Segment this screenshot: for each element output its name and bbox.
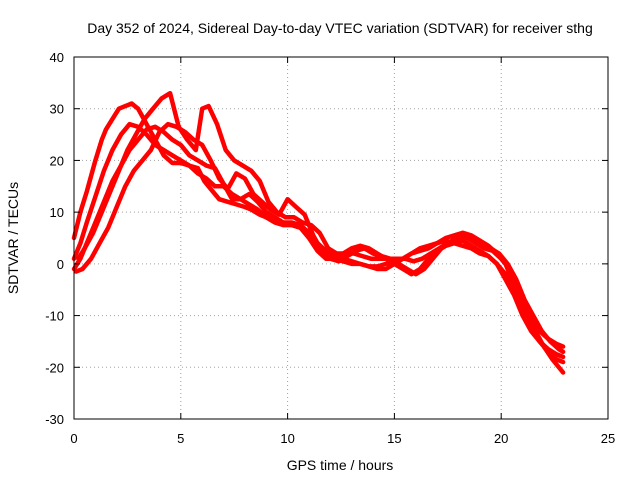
- x-tick-label: 0: [70, 431, 77, 446]
- x-tick-label: 10: [280, 431, 294, 446]
- y-axis-label: SDTVAR / TECUs: [5, 182, 21, 294]
- series-line-5: [76, 90, 566, 355]
- y-tick-label: 20: [50, 153, 64, 168]
- y-tick-label: -30: [45, 412, 64, 427]
- series-line-4: [73, 121, 566, 375]
- x-tick-label: 25: [601, 431, 615, 446]
- x-tick-label: 15: [387, 431, 401, 446]
- grid: [74, 57, 608, 419]
- plot-frame: [73, 56, 609, 420]
- series-line-3: [71, 124, 566, 365]
- y-tick-label: -10: [45, 309, 64, 324]
- ticks: 0 5 10 15 20 25 -30 -20 -10 0 10 20 30 40: [45, 50, 615, 446]
- x-axis-label: GPS time / hours: [287, 457, 394, 473]
- y-tick-label: 40: [50, 50, 64, 65]
- x-tick-label: 20: [494, 431, 508, 446]
- y-tick-label: 0: [57, 257, 64, 272]
- y-tick-label: 10: [50, 205, 64, 220]
- series-group: [71, 90, 566, 375]
- y-tick-label: 30: [50, 102, 64, 117]
- x-tick-label: 5: [177, 431, 184, 446]
- chart-title: Day 352 of 2024, Sidereal Day-to-day VTE…: [87, 20, 593, 36]
- y-tick-label: -20: [45, 360, 64, 375]
